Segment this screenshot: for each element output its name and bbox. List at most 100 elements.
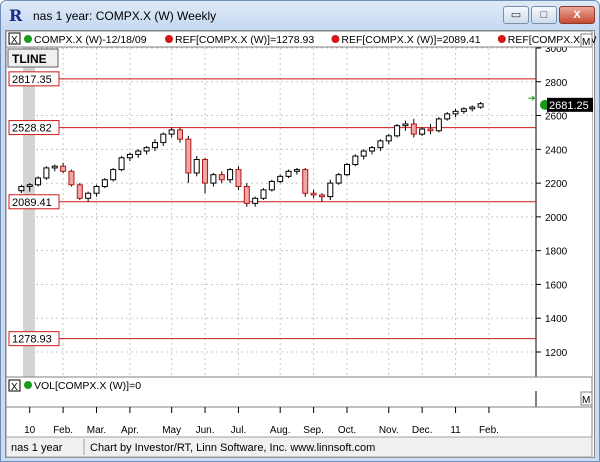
- candle-body: [235, 169, 242, 187]
- candle-body: [177, 129, 183, 140]
- time-tick-label: May: [162, 425, 181, 436]
- candle-body: [394, 125, 401, 137]
- price-panel-menu-button[interactable]: [580, 33, 593, 48]
- volume-panel-menu-button[interactable]: [580, 391, 593, 406]
- candle-body: [352, 155, 359, 166]
- candle-body: [60, 165, 67, 172]
- left-scroll-strip[interactable]: [23, 47, 35, 377]
- reference-label: 2089.41: [12, 197, 52, 209]
- candle-body: [185, 138, 192, 174]
- time-tick-label: 11: [450, 425, 461, 436]
- reference-label-box: [8, 331, 60, 347]
- volume-close-box[interactable]: [8, 379, 21, 392]
- time-tick-label: Apr.: [121, 425, 139, 436]
- candle-body: [435, 118, 442, 132]
- window-title: nas 1 year: COMPX.X (W) Weekly: [33, 9, 217, 23]
- last-price-marker: ➔ 2681.25: [528, 93, 593, 112]
- candle-body: [218, 174, 225, 181]
- status-left: nas 1 year: [11, 442, 63, 454]
- time-tick-label: Oct.: [338, 425, 356, 436]
- reference-label-box: [8, 71, 60, 87]
- candle-body: [135, 150, 142, 155]
- time-tick-label: Sep.: [303, 425, 324, 436]
- price-axis-ticks: 1200 1400 1600 1800 2000 2200 2400 2600 2800 3000: [536, 44, 568, 359]
- candle-body: [68, 170, 75, 186]
- candle-body: [335, 174, 342, 184]
- status-right: Chart by Investor/RT, Linn Software, Inc…: [90, 442, 375, 454]
- price-panel[interactable]: [6, 31, 593, 378]
- time-tick-label: 10: [24, 425, 36, 436]
- time-tick-label: Jul.: [231, 425, 247, 436]
- grid-lines: [29, 47, 536, 376]
- time-tick-label: Feb.: [479, 425, 499, 436]
- reference-label: 1278.93: [12, 334, 52, 346]
- tline-label: TLINE: [12, 52, 47, 66]
- candle-body: [18, 185, 25, 192]
- time-tick-label: Jun.: [196, 425, 215, 436]
- legend-entries: COMPX.X (W)-12/18/09 REF[COMPX.X (W)]=127…: [24, 34, 596, 46]
- time-tick-label: Feb.: [53, 425, 73, 436]
- legend-dot: [165, 35, 173, 43]
- candle-body: [35, 177, 42, 186]
- candlesticks: [18, 102, 484, 207]
- candle-body: [151, 142, 158, 149]
- close-button[interactable]: X: [559, 6, 595, 24]
- candle-body: [43, 167, 50, 179]
- price-tick-label: 2400: [545, 145, 568, 156]
- candle-body: [310, 192, 317, 196]
- candle-body: [260, 189, 267, 199]
- candle-body: [302, 169, 309, 194]
- candle-body: [444, 113, 451, 120]
- candle-body: [26, 184, 33, 187]
- reference-label-box: [8, 120, 60, 136]
- app-logo-icon: R: [9, 6, 23, 25]
- candle-body: [344, 164, 350, 176]
- legend-entry-text: REF[COMPX.X (W)]=1278.93: [175, 34, 314, 46]
- time-axis-panel[interactable]: [6, 406, 593, 438]
- candle-body: [268, 180, 275, 191]
- price-tick-label: 2800: [545, 78, 568, 89]
- time-axis-labels: 10 Feb. Mar. Apr. May Jun. Jul. Aug. Sep. Oct. Nov…: [24, 407, 499, 436]
- legend-dot: [24, 35, 32, 43]
- price-tick-label: 1400: [545, 314, 568, 325]
- legend-close-box[interactable]: [8, 32, 21, 45]
- candle-body: [93, 185, 100, 194]
- candle-body: [51, 165, 58, 169]
- last-price-arrow: ➔: [528, 93, 536, 103]
- candle-body: [101, 179, 108, 187]
- legend-entry-text: COMPX.X (W)-12/18/09: [34, 34, 147, 46]
- legend-entry-text: REF[COMPX.X (W)]=2: [508, 34, 596, 46]
- legend-dot: [331, 35, 340, 43]
- title-bar[interactable]: R nas 1 year: COMPX.X (W) Weekly ▭ □ X: [1, 1, 599, 30]
- candle-body: [410, 123, 417, 135]
- candle-body: [118, 157, 125, 171]
- candle-body: [452, 110, 459, 115]
- candle-body: [227, 169, 234, 181]
- candle-body: [377, 140, 384, 149]
- reference-lines: 2817.35 2528.82 2089.41 1278.93: [8, 71, 536, 347]
- tline-button[interactable]: [7, 48, 59, 68]
- volume-close-glyph: X: [11, 382, 18, 393]
- candle-body: [469, 106, 476, 110]
- candle-body: [293, 169, 300, 172]
- time-tick-label: Mar.: [87, 425, 106, 436]
- candle-body: [252, 197, 259, 204]
- time-tick-label: Nov.: [379, 425, 399, 436]
- time-tick-label: Aug.: [270, 425, 291, 436]
- candle-body: [477, 103, 484, 108]
- candle-body: [168, 129, 175, 135]
- price-tick-label: 2000: [545, 213, 568, 224]
- price-tick-label: 1600: [545, 280, 568, 291]
- maximize-button[interactable]: □: [531, 6, 557, 24]
- candle-body: [202, 158, 209, 184]
- candle-body: [460, 108, 467, 112]
- price-tick-label: 1200: [545, 348, 568, 359]
- candle-body: [210, 174, 217, 184]
- candle-body: [76, 184, 83, 199]
- chart-svg[interactable]: 2817.35 2528.82 2089.41 1278.93 1200 1400 160…: [6, 31, 596, 459]
- minimize-button[interactable]: ▭: [503, 6, 529, 24]
- legend-dot: [497, 35, 506, 43]
- candle-body: [243, 185, 250, 204]
- chart-client-area: 2817.35 2528.82 2089.41 1278.93 1200 1400 160…: [5, 30, 596, 459]
- candle-body: [318, 194, 325, 198]
